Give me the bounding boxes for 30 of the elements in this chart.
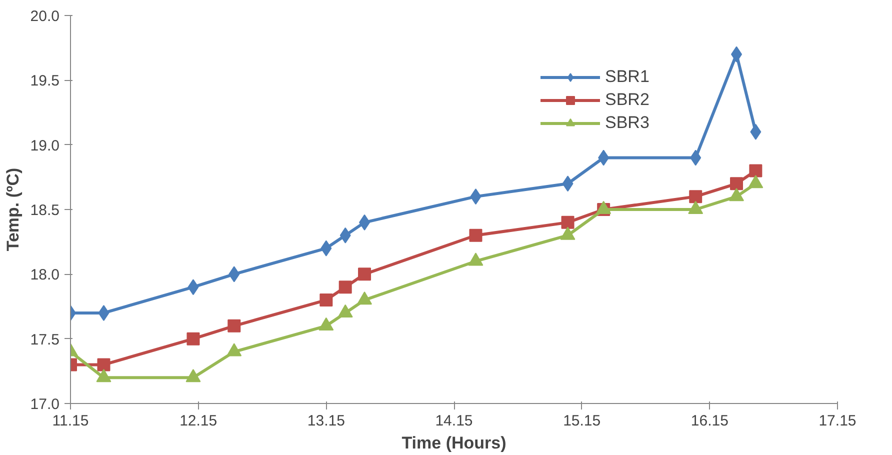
x-tick-label: 11.15 xyxy=(52,412,89,430)
y-tick-label: 19.5 xyxy=(30,72,60,90)
y-axis-title: Temp. (ºC) xyxy=(3,168,22,252)
legend-label: SBR1 xyxy=(605,67,650,87)
point xyxy=(689,190,702,204)
point xyxy=(338,280,352,294)
y-tick-label: 18.5 xyxy=(30,202,60,219)
legend-label: SBR3 xyxy=(605,113,650,133)
y-tick-label: 17.5 xyxy=(30,331,60,348)
x-tick-label: 16.15 xyxy=(690,412,728,430)
y-tick-label: 18.0 xyxy=(30,266,60,284)
x-tick-label: 13.15 xyxy=(307,412,345,430)
x-tick-label: 14.15 xyxy=(435,412,473,430)
y-tick-label: 19.0 xyxy=(30,137,60,154)
x-tick-label: 15.15 xyxy=(563,412,601,430)
y-tick-label: 17.0 xyxy=(30,396,60,413)
point xyxy=(97,358,110,372)
point xyxy=(186,332,200,346)
legend-label: SBR2 xyxy=(605,90,650,110)
x-tick-label: 12.15 xyxy=(180,412,218,430)
point xyxy=(320,294,333,307)
point xyxy=(358,268,372,281)
y-tick-label: 20.0 xyxy=(30,8,60,25)
x-tick-label: 17.15 xyxy=(818,412,856,430)
point xyxy=(469,228,482,242)
point xyxy=(228,319,241,332)
point xyxy=(749,164,762,178)
point xyxy=(561,216,574,229)
x-axis-title: Time (Hours) xyxy=(402,434,506,452)
point xyxy=(730,177,744,190)
